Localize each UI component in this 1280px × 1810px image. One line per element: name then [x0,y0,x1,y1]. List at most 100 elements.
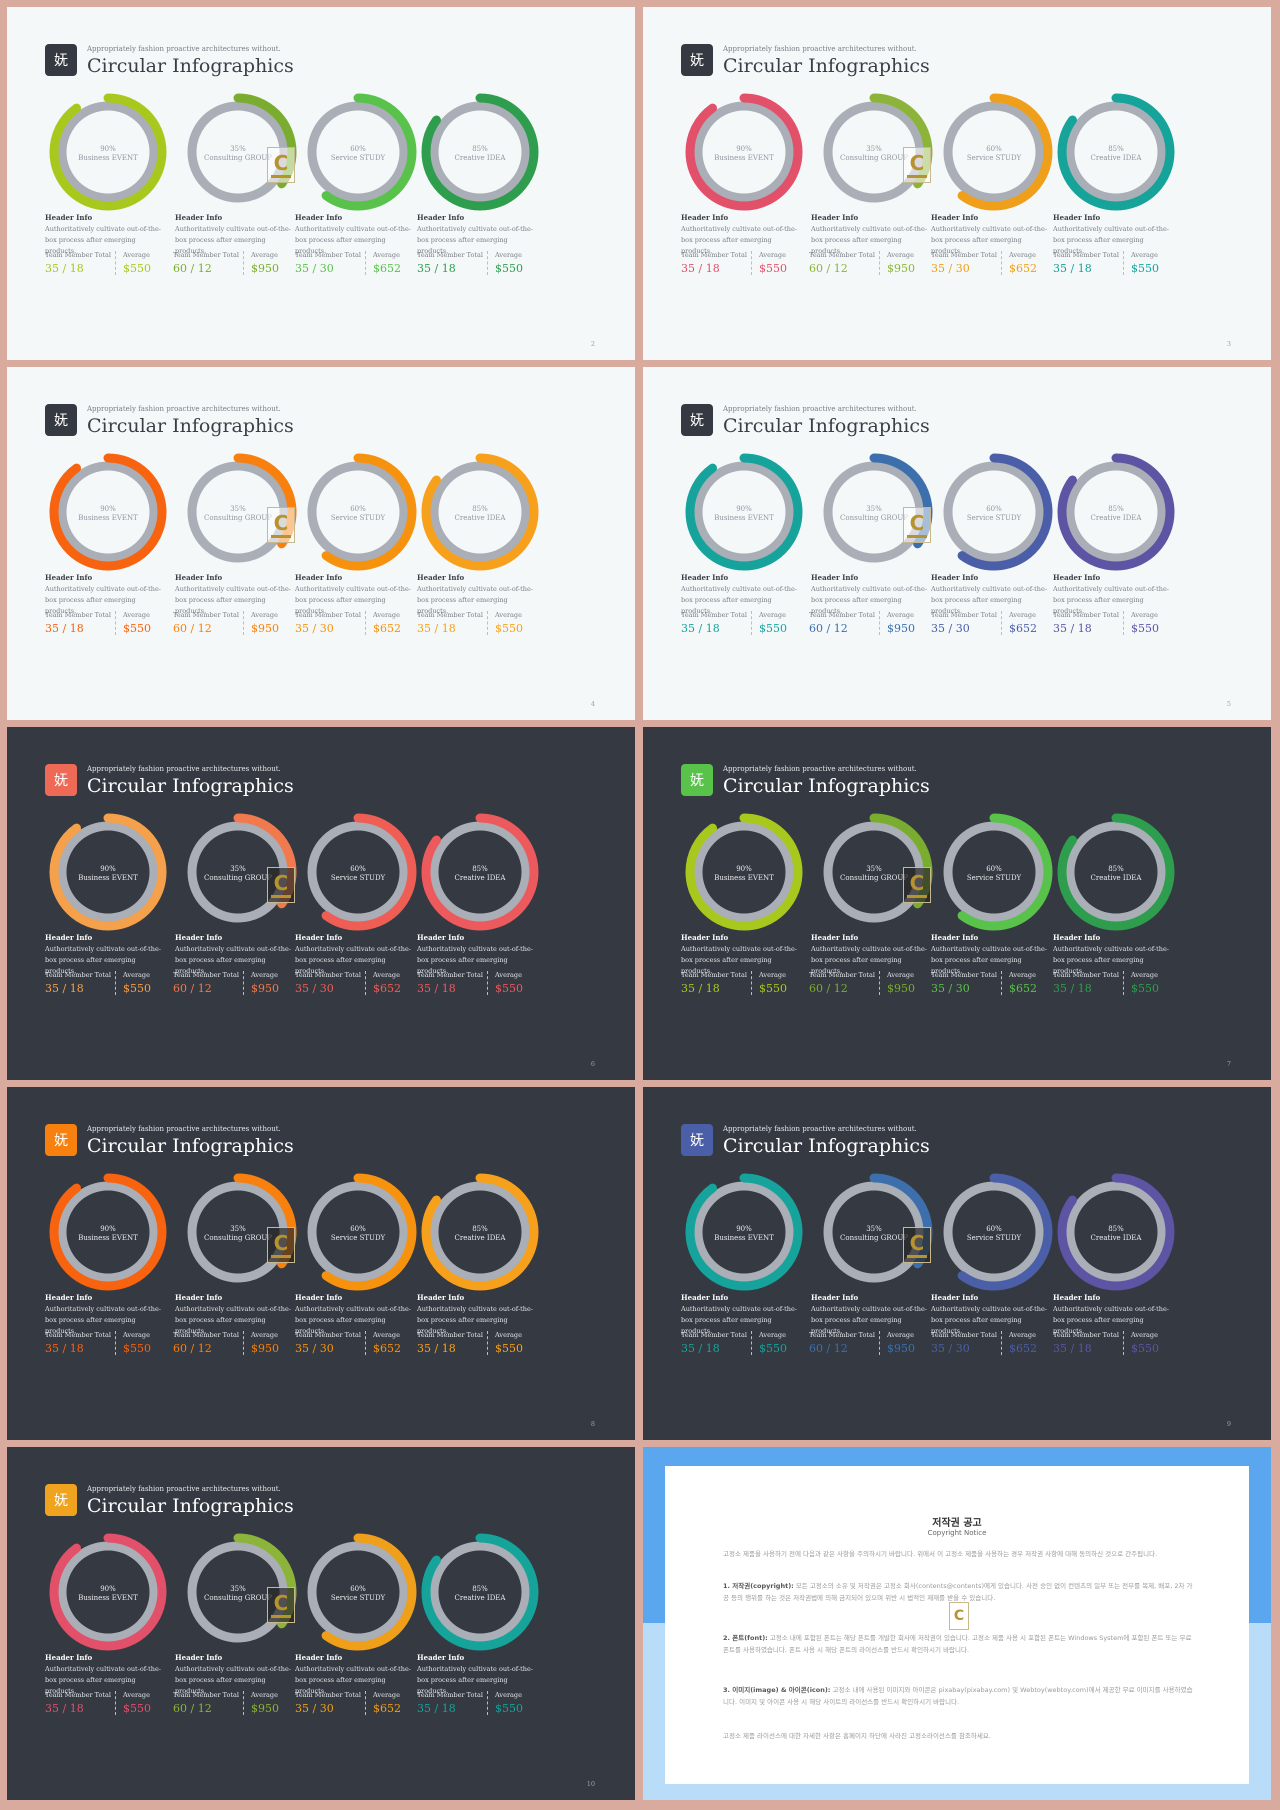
ring-label: 90% Business EVENT [681,145,807,163]
info-description-line: box process after emerging products. [295,596,386,615]
team-member-value: 35 / 18 [681,262,720,275]
team-member-label: Team Member Total [809,1331,875,1339]
average-value: $550 [495,622,523,635]
team-member-value: 35 / 30 [295,982,334,995]
team-member-value: 35 / 18 [1053,982,1092,995]
info-description: Authoritatively cultivate out-of-the-box… [681,1304,801,1337]
team-member-label: Team Member Total [45,971,111,979]
info-column: Header Info Authoritatively cultivate out… [295,1293,415,1337]
info-description-line: box process after emerging products. [811,956,902,975]
ring-percent: 85% [1108,145,1124,153]
average-value: $652 [1009,1342,1037,1355]
team-member-value: 35 / 18 [45,982,84,995]
info-description: Authoritatively cultivate out-of-the-box… [1053,224,1173,257]
ring-label: 90% Business EVENT [681,1225,807,1243]
info-description-line: Authoritatively cultivate out-of-the- [1053,225,1169,233]
ring-track [943,101,1045,203]
stat-divider [1001,1331,1002,1355]
average-label: Average [373,1331,400,1339]
info-header: Header Info [417,933,465,942]
info-header: Header Info [811,1293,859,1302]
ring-track [1065,1181,1167,1283]
team-member-label: Team Member Total [417,1691,483,1699]
ring-track [307,101,409,203]
stat-divider [751,971,752,995]
info-description-line: box process after emerging products. [417,956,508,975]
team-member-value: 35 / 30 [931,262,970,275]
stat-block: Team Member Total 35 / 18 Average $550 [681,611,805,645]
ring-track [307,1541,409,1643]
info-description-line: box process after emerging products. [681,1316,772,1335]
average-label: Average [887,611,914,619]
ring-caption: Business EVENT [714,874,774,882]
info-description-line: box process after emerging products. [295,956,386,975]
average-label: Average [123,1691,150,1699]
info-description-line: box process after emerging products. [417,236,508,255]
ring-label: 90% Business EVENT [45,1585,171,1603]
info-header: Header Info [681,933,729,942]
stat-block: Team Member Total 35 / 18 Average $550 [681,251,805,285]
team-member-label: Team Member Total [45,1331,111,1339]
notice-paragraph-heading: 2. 폰트(font): [723,1634,768,1642]
ring-percent: 60% [986,1225,1002,1233]
team-member-value: 35 / 18 [45,1702,84,1715]
ring-caption: Consulting GROUP [204,1594,272,1602]
slide-title: Circular Infographics [723,775,930,797]
team-member-value: 60 / 12 [809,1342,848,1355]
info-description-line: box process after emerging products. [295,1676,386,1695]
stat-divider [487,1691,488,1715]
notice-paragraph-heading: 1. 저작권(copyright): [723,1582,794,1590]
ring-percent: 35% [230,1585,246,1593]
notice-title: 저작권 공고 [932,1518,982,1529]
ring-track [693,461,795,563]
average-value: $950 [251,1342,279,1355]
team-member-value: 35 / 18 [1053,1342,1092,1355]
slide: 妩 Appropriately fashion proactive archite… [7,727,635,1080]
ring-percent: 85% [1108,1225,1124,1233]
info-description-line: Authoritatively cultivate out-of-the- [681,1305,797,1313]
ring-label: 85% Creative IDEA [417,865,543,883]
ring-chart [421,453,539,571]
ring-percent: 85% [472,865,488,873]
team-member-label: Team Member Total [45,611,111,619]
info-description: Authoritatively cultivate out-of-the-box… [931,1304,1051,1337]
team-member-label: Team Member Total [417,1331,483,1339]
ring-track [307,1181,409,1283]
stat-block: Team Member Total 35 / 18 Average $550 [1053,1331,1177,1365]
ring-progress-arc [421,1533,539,1651]
ring-track [57,1541,159,1643]
ring-track [429,461,531,563]
slide-title: Circular Infographics [723,415,930,437]
logo-icon: 妩 [45,44,77,76]
info-description-line: box process after emerging products. [45,956,136,975]
ring-label: 35% Consulting GROUP [175,145,301,163]
stat-block: Team Member Total 35 / 30 Average $652 [931,971,1055,1005]
watermark-logo: C [267,147,295,183]
ring-label: 35% Consulting GROUP [811,1225,937,1243]
team-member-value: 35 / 30 [931,1342,970,1355]
average-label: Average [373,611,400,619]
page-number: 5 [1226,700,1231,708]
progress-ring: 60% Service STUDY [295,89,421,215]
info-header: Header Info [295,573,343,582]
slide-title: Circular Infographics [723,1135,930,1157]
stat-divider [1123,971,1124,995]
info-header: Header Info [811,573,859,582]
ring-caption: Business EVENT [78,1594,138,1602]
slide-subtitle: Appropriately fashion proactive architec… [723,1125,917,1133]
info-description-line: box process after emerging products. [681,596,772,615]
stat-block: Team Member Total 60 / 12 Average $950 [809,611,933,645]
watermark-logo: C [903,867,931,903]
ring-percent: 90% [100,1225,116,1233]
ring-chart [49,1173,167,1291]
info-column: Header Info Authoritatively cultivate out… [45,933,165,977]
stat-block: Team Member Total 60 / 12 Average $950 [173,1331,297,1365]
average-value: $550 [123,1342,151,1355]
average-label: Average [759,971,786,979]
ring-percent: 90% [100,865,116,873]
info-description-line: Authoritatively cultivate out-of-the- [45,585,161,593]
stat-block: Team Member Total 35 / 18 Average $550 [1053,611,1177,645]
info-column: Header Info Authoritatively cultivate out… [931,933,1051,977]
info-description-line: box process after emerging products. [45,1316,136,1335]
ring-chart [935,813,1053,931]
